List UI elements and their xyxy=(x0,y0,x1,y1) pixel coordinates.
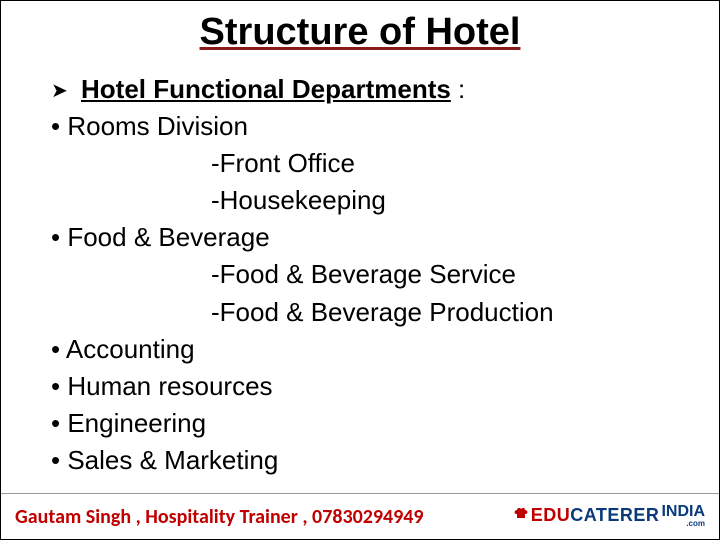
logo-caterer: CATERER xyxy=(570,505,659,526)
bullet-text: Rooms Division xyxy=(67,111,248,141)
footer-logo: EDUCATERER INDIA .com xyxy=(513,505,705,528)
sub-text: -Front Office xyxy=(211,148,355,178)
bullet-text: Food & Beverage xyxy=(67,222,269,252)
logo-com: .com xyxy=(686,519,705,528)
bullet-item: • Engineering xyxy=(51,406,689,441)
logo-box: EDUCATERER INDIA .com xyxy=(513,505,705,528)
heading-text: Hotel Functional Departments xyxy=(81,74,451,104)
logo-stack: INDIA .com xyxy=(661,505,705,528)
logo-edu: EDU xyxy=(531,505,571,526)
bullet-item: • Food & Beverage xyxy=(51,220,689,255)
sub-item: -Food & Beverage Service xyxy=(51,257,689,292)
bullet-item: • Rooms Division xyxy=(51,109,689,144)
sub-item: -Housekeeping xyxy=(51,183,689,218)
chef-hat-icon xyxy=(513,505,529,521)
bullet-item: • Human resources xyxy=(51,369,689,404)
arrow-icon: ➤ xyxy=(51,78,68,105)
sub-item: -Food & Beverage Production xyxy=(51,295,689,330)
bullet-text: Accounting xyxy=(66,334,195,364)
heading-suffix: : xyxy=(451,74,465,104)
bullet-item: • Sales & Marketing xyxy=(51,443,689,478)
slide-content: ➤ Hotel Functional Departments : • Rooms… xyxy=(1,72,719,478)
footer: Gautam Singh , Hospitality Trainer , 078… xyxy=(1,493,719,539)
bullet-text: Human resources xyxy=(67,371,272,401)
bullet-item: • Accounting xyxy=(51,332,689,367)
sub-text: -Food & Beverage Production xyxy=(211,297,554,327)
slide: Structure of Hotel ➤ Hotel Functional De… xyxy=(0,0,720,540)
slide-title: Structure of Hotel xyxy=(1,11,719,54)
footer-text: Gautam Singh , Hospitality Trainer , 078… xyxy=(15,505,424,529)
logo-india: INDIA xyxy=(661,505,705,519)
sub-item: -Front Office xyxy=(51,146,689,181)
sub-text: -Housekeeping xyxy=(211,185,386,215)
bullet-text: Engineering xyxy=(67,408,206,438)
sub-text: -Food & Beverage Service xyxy=(211,259,516,289)
bullet-text: Sales & Marketing xyxy=(67,445,278,475)
heading-line: ➤ Hotel Functional Departments : xyxy=(51,72,689,107)
